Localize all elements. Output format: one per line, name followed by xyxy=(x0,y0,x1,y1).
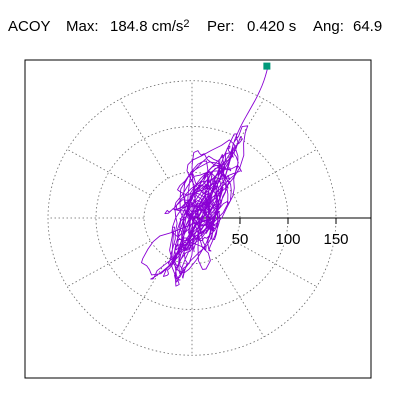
max-value: 184.8 cm/s 2 xyxy=(110,18,190,35)
tick-label-50: 50 xyxy=(232,231,249,248)
grid-spoke-240 xyxy=(119,257,169,338)
grid-spoke-120 xyxy=(119,98,169,179)
channel-label: ACOY xyxy=(8,18,51,35)
tick-label-150: 150 xyxy=(323,231,348,248)
max-value-exponent: 2 xyxy=(183,18,190,30)
ang-value: 64.9 xyxy=(353,18,383,35)
max-value-number: 184.8 cm/s xyxy=(110,18,184,35)
plot-header: ACOY Max: 184.8 cm/s 2 Per: 0.420 s Ang: … xyxy=(0,18,400,42)
per-value: 0.420 s xyxy=(247,18,297,35)
ang-label: Ang: xyxy=(313,18,344,35)
per-label: Per: xyxy=(207,18,235,35)
tick-label-100: 100 xyxy=(275,231,300,248)
trace-path xyxy=(141,65,269,287)
plot-frame xyxy=(24,59,372,379)
tick-labels: 50 100 150 xyxy=(232,231,349,248)
grid-spoke-150 xyxy=(67,149,151,196)
grid-spoke-210 xyxy=(67,240,151,287)
grid-spoke-300 xyxy=(215,257,265,338)
max-marker xyxy=(263,62,271,70)
particle-motion-trace xyxy=(141,65,269,287)
grid-spoke-60 xyxy=(215,98,265,179)
max-point-marker xyxy=(263,62,271,70)
max-label: Max: xyxy=(66,18,99,35)
